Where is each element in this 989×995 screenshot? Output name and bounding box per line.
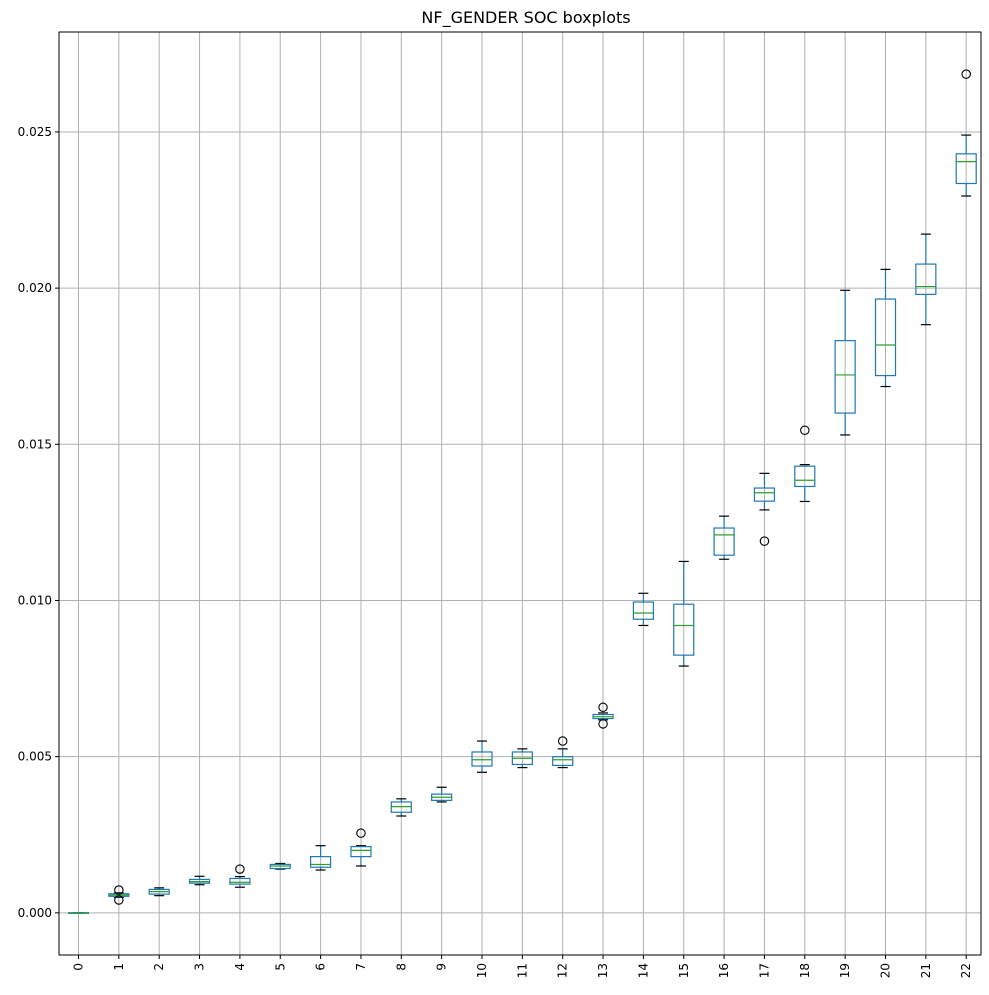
x-tick-label: 7 bbox=[354, 963, 368, 971]
outlier-point bbox=[356, 828, 366, 838]
box-4 bbox=[229, 864, 251, 888]
box-6 bbox=[310, 845, 332, 871]
box-iqr bbox=[229, 877, 251, 885]
box-8 bbox=[390, 798, 412, 817]
x-tick-label: 16 bbox=[717, 963, 731, 978]
box-iqr bbox=[955, 153, 977, 185]
x-tick-label: 6 bbox=[314, 963, 328, 971]
x-tick-label: 22 bbox=[959, 963, 973, 978]
x-tick-label: 19 bbox=[838, 963, 852, 978]
box-iqr bbox=[632, 601, 655, 620]
x-tick-label: 0 bbox=[72, 963, 86, 971]
box-iqr bbox=[874, 298, 897, 377]
boxes bbox=[67, 69, 977, 914]
outlier-point bbox=[759, 536, 770, 546]
box-2 bbox=[148, 887, 170, 897]
x-tick-label: 14 bbox=[636, 963, 650, 978]
box-15 bbox=[673, 560, 695, 667]
box-12 bbox=[552, 736, 574, 769]
box-19 bbox=[834, 289, 856, 436]
x-axis: 0 1 2 3 4 5 6 7 8 9 10 11 12 13 14 15 16 17 18 19 20 21 22 bbox=[72, 955, 973, 978]
box-iqr bbox=[552, 756, 574, 767]
box-22 bbox=[955, 69, 977, 197]
y-tick-label: 0.020 bbox=[18, 281, 52, 295]
box-iqr bbox=[350, 846, 372, 858]
x-tick-label: 13 bbox=[596, 963, 610, 978]
y-axis: 0.000 0.005 0.010 0.015 0.020 0.025 bbox=[18, 125, 59, 920]
box-0 bbox=[67, 912, 90, 914]
box-3 bbox=[188, 875, 211, 886]
box-18 bbox=[794, 425, 816, 503]
box-16 bbox=[713, 515, 735, 560]
box-iqr bbox=[471, 751, 493, 767]
plot-area-frame bbox=[58, 31, 982, 956]
chart-title: NF_GENDER SOC boxplots bbox=[421, 8, 630, 28]
outlier-point bbox=[557, 736, 568, 746]
box-iqr bbox=[915, 263, 937, 295]
y-tick-label: 0.005 bbox=[18, 750, 52, 764]
grid bbox=[59, 32, 981, 955]
y-tick-label: 0.000 bbox=[18, 906, 52, 920]
y-tick-label: 0.025 bbox=[18, 125, 52, 139]
box-13 bbox=[592, 702, 614, 729]
outlier-point bbox=[598, 719, 608, 729]
y-tick-label: 0.015 bbox=[18, 437, 52, 451]
x-tick-label: 10 bbox=[475, 963, 489, 978]
box-20 bbox=[874, 268, 897, 388]
box-17 bbox=[753, 472, 776, 546]
outlier-point bbox=[114, 895, 124, 905]
box-1 bbox=[108, 885, 130, 905]
x-tick-label: 1 bbox=[112, 963, 126, 971]
x-tick-label: 12 bbox=[556, 963, 570, 978]
x-tick-label: 9 bbox=[435, 963, 449, 971]
box-iqr bbox=[753, 487, 776, 502]
outlier-point bbox=[800, 425, 810, 435]
box-iqr bbox=[794, 465, 816, 488]
x-tick-label: 5 bbox=[273, 963, 287, 971]
box-iqr bbox=[673, 603, 695, 656]
x-tick-label: 4 bbox=[233, 963, 247, 971]
box-10 bbox=[471, 740, 493, 773]
x-tick-label: 11 bbox=[515, 963, 529, 978]
outlier-point bbox=[114, 885, 124, 895]
box-11 bbox=[511, 748, 533, 769]
x-tick-label: 2 bbox=[152, 963, 166, 971]
x-tick-label: 20 bbox=[879, 963, 893, 978]
x-tick-label: 18 bbox=[798, 963, 812, 978]
box-iqr bbox=[834, 340, 856, 414]
box-9 bbox=[431, 786, 453, 803]
x-tick-label: 17 bbox=[757, 963, 771, 978]
box-5 bbox=[269, 862, 291, 870]
box-21 bbox=[915, 233, 937, 326]
y-tick-label: 0.010 bbox=[18, 593, 52, 607]
x-tick-label: 8 bbox=[394, 963, 408, 971]
outlier-point bbox=[961, 69, 971, 79]
box-iqr bbox=[310, 856, 332, 868]
x-tick-label: 15 bbox=[677, 963, 691, 978]
outlier-point bbox=[235, 864, 245, 874]
box-7 bbox=[350, 828, 372, 867]
x-tick-label: 21 bbox=[919, 963, 933, 978]
box-14 bbox=[632, 592, 655, 627]
x-tick-label: 3 bbox=[193, 963, 207, 971]
outlier-point bbox=[598, 702, 608, 713]
box-iqr bbox=[713, 527, 735, 556]
